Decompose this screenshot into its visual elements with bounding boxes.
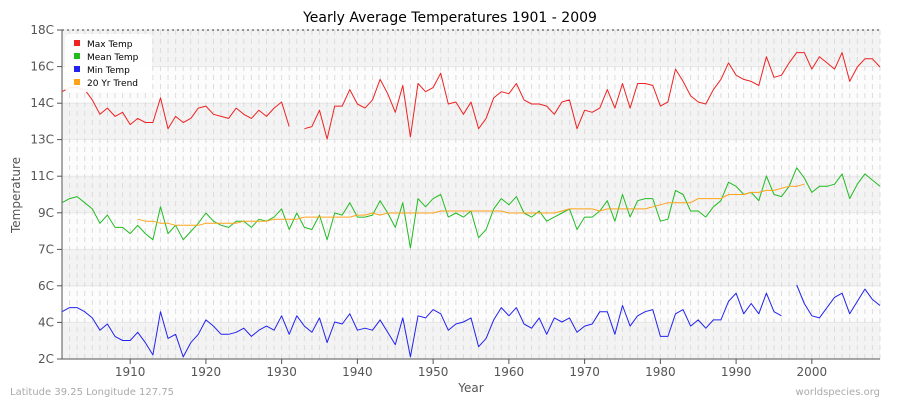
- 20-yr-trend-line: [137, 183, 805, 226]
- x-tick-label: 1910: [115, 365, 146, 379]
- x-tick-label: 1960: [494, 365, 525, 379]
- y-ticks: 2C 4C 6C 7C 9C 11C 13C 14C 16C 18C: [30, 23, 62, 366]
- x-tick-label: 1980: [645, 365, 676, 379]
- legend-item: Mean Temp: [74, 53, 139, 63]
- legend-item: Max Temp: [74, 40, 133, 50]
- legend-swatch: [74, 53, 80, 59]
- x-tick-label: 1970: [569, 365, 600, 379]
- source-label[interactable]: worldspecies.org: [796, 387, 880, 398]
- series-lines: [61, 52, 881, 358]
- y-axis-label: Temperature: [9, 157, 23, 234]
- x-axis-label: Year: [457, 381, 483, 395]
- legend-label: Max Temp: [87, 40, 133, 50]
- x-tick-label: 1950: [418, 365, 449, 379]
- y-tick-label: 14C: [30, 96, 54, 110]
- legend-label: Min Temp: [87, 66, 130, 76]
- legend-swatch: [74, 66, 80, 72]
- y-tick-label: 18C: [30, 23, 54, 37]
- y-tick-label: 16C: [30, 60, 54, 74]
- legend-swatch: [74, 79, 80, 85]
- y-tick-label: 13C: [30, 133, 54, 147]
- x-tick-label: 1940: [342, 365, 373, 379]
- chart-title: Yearly Average Temperatures 1901 - 2009: [302, 10, 597, 26]
- y-tick-label: 6C: [38, 279, 54, 293]
- legend-item: Min Temp: [74, 66, 130, 76]
- max-temp-line: [304, 52, 881, 140]
- legend: Max Temp Mean Temp Min Temp 20 Yr Trend: [65, 34, 152, 92]
- legend-label: Mean Temp: [87, 53, 139, 63]
- location-label: Latitude 39.25 Longitude 127.75: [10, 387, 174, 398]
- x-tick-label: 1920: [191, 365, 222, 379]
- x-tick-label: 1930: [266, 365, 297, 379]
- y-tick-label: 9C: [38, 206, 54, 220]
- y-tick-label: 2C: [38, 352, 54, 366]
- x-tick-label: 1990: [721, 365, 752, 379]
- y-tick-label: 11C: [30, 169, 54, 183]
- y-tick-label: 7C: [38, 242, 54, 256]
- y-tick-label: 4C: [38, 315, 54, 329]
- min-temp-line: [796, 284, 881, 319]
- legend-swatch: [74, 40, 80, 46]
- legend-label: 20 Yr Trend: [87, 79, 138, 89]
- x-tick-label: 2000: [797, 365, 828, 379]
- vertical-gridlines: [61, 30, 881, 359]
- max-temp-line: [61, 87, 290, 130]
- legend-item: 20 Yr Trend: [74, 79, 138, 89]
- x-ticks: 1910 1920 1930 1940 1950 1960 1970 1980 1990 2000: [115, 359, 827, 379]
- min-temp-line: [61, 292, 782, 358]
